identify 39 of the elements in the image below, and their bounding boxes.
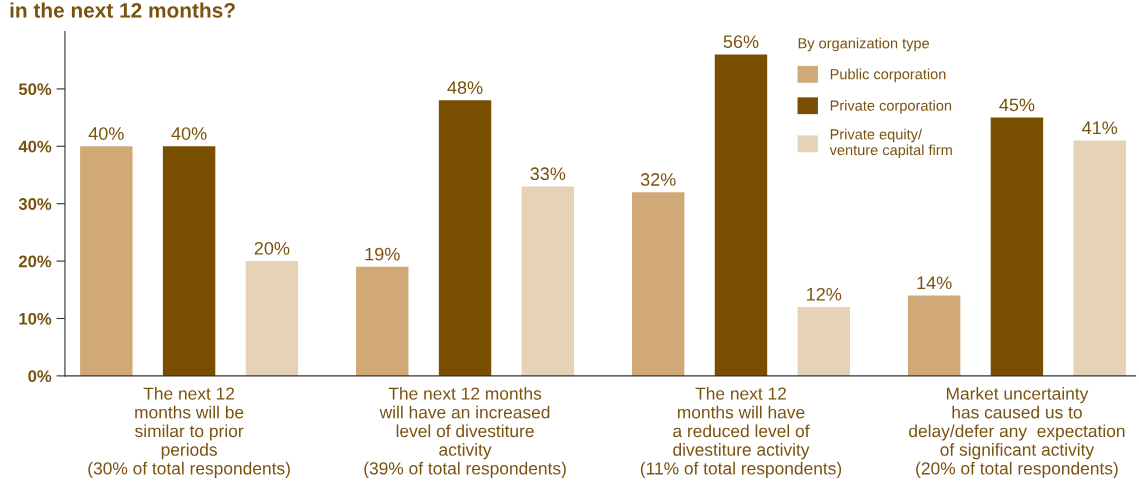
bar bbox=[714, 54, 768, 376]
data-label: 41% bbox=[1082, 121, 1118, 135]
bar bbox=[631, 192, 685, 376]
legend-label: Public corporation bbox=[830, 68, 946, 83]
y-tick-label: 0% bbox=[28, 370, 52, 383]
y-tick-label: 20% bbox=[18, 255, 52, 268]
y-tick-label: 10% bbox=[19, 312, 52, 325]
data-label: 20% bbox=[254, 241, 290, 255]
y-tick-label: 40% bbox=[18, 140, 52, 153]
legend-title: By organization type bbox=[798, 37, 930, 52]
legend-label: Private equity/ venture capital firm bbox=[829, 128, 952, 159]
data-label: 56% bbox=[723, 35, 759, 49]
x-tick-label: The next 12 months will be similar to prior periods (30% of total respondents) bbox=[88, 387, 290, 478]
bar bbox=[1073, 140, 1126, 376]
bar bbox=[245, 261, 299, 376]
bar bbox=[356, 266, 409, 376]
data-label: 45% bbox=[999, 98, 1035, 112]
data-label: 14% bbox=[917, 276, 952, 290]
x-tick-label: The next 12 months will have a reduced level of divestiture activity (11% of total respondents) bbox=[640, 387, 842, 478]
bar bbox=[80, 146, 133, 376]
data-label: 12% bbox=[807, 287, 842, 301]
bar bbox=[162, 146, 216, 376]
bar bbox=[438, 100, 492, 376]
x-tick-label: Market uncertainty has caused us to delay/defer any expectation of significant activity (20% of total respondents) bbox=[909, 387, 1125, 478]
bar bbox=[521, 186, 575, 376]
y-tick-label: 30% bbox=[18, 198, 52, 210]
x-tick-label: The next 12 months will have an increased level of divestiture activity (39% of total respondents) bbox=[364, 387, 566, 478]
data-label: 40% bbox=[88, 127, 124, 140]
bar bbox=[907, 295, 961, 376]
data-label: 40% bbox=[171, 127, 207, 140]
data-label: 19% bbox=[365, 247, 400, 261]
data-label: 33% bbox=[530, 167, 566, 181]
chart-title: in the next 12 months? bbox=[10, 2, 235, 18]
y-tick-label: 50% bbox=[18, 83, 52, 96]
data-label: 32% bbox=[640, 173, 676, 186]
bar bbox=[797, 307, 850, 376]
bar bbox=[990, 117, 1044, 376]
data-label: 48% bbox=[447, 81, 483, 95]
legend-label: Private corporation bbox=[830, 100, 952, 114]
